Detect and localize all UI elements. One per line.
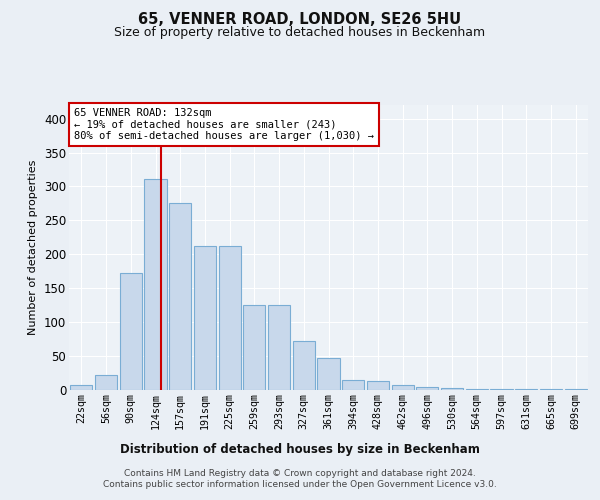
Bar (70, 385, 92, 390)
Bar (490, 388, 512, 390)
Bar (194, 246, 216, 390)
Bar (268, 304, 290, 390)
Bar (243, 304, 265, 390)
Bar (119, 274, 142, 390)
Text: Size of property relative to detached houses in Beckenham: Size of property relative to detached ho… (115, 26, 485, 39)
Text: 65 VENNER ROAD: 132sqm
← 19% of detached houses are smaller (243)
80% of semi-de: 65 VENNER ROAD: 132sqm ← 19% of detached… (74, 108, 374, 141)
Bar (342, 380, 364, 390)
Bar (392, 384, 414, 390)
Bar (540, 388, 562, 390)
Text: Contains HM Land Registry data © Crown copyright and database right 2024.: Contains HM Land Registry data © Crown c… (124, 469, 476, 478)
Text: 65, VENNER ROAD, LONDON, SE26 5HU: 65, VENNER ROAD, LONDON, SE26 5HU (139, 12, 461, 28)
Bar (466, 388, 488, 390)
Text: Distribution of detached houses by size in Beckenham: Distribution of detached houses by size … (120, 442, 480, 456)
Bar (145, 179, 167, 390)
Bar (95, 375, 117, 390)
Bar (441, 388, 463, 390)
Bar (293, 341, 315, 390)
Bar (317, 358, 340, 390)
Bar (416, 388, 439, 390)
Bar (367, 381, 389, 390)
Bar (169, 204, 191, 390)
Text: Contains public sector information licensed under the Open Government Licence v3: Contains public sector information licen… (103, 480, 497, 489)
Bar (218, 246, 241, 390)
Y-axis label: Number of detached properties: Number of detached properties (28, 160, 38, 335)
